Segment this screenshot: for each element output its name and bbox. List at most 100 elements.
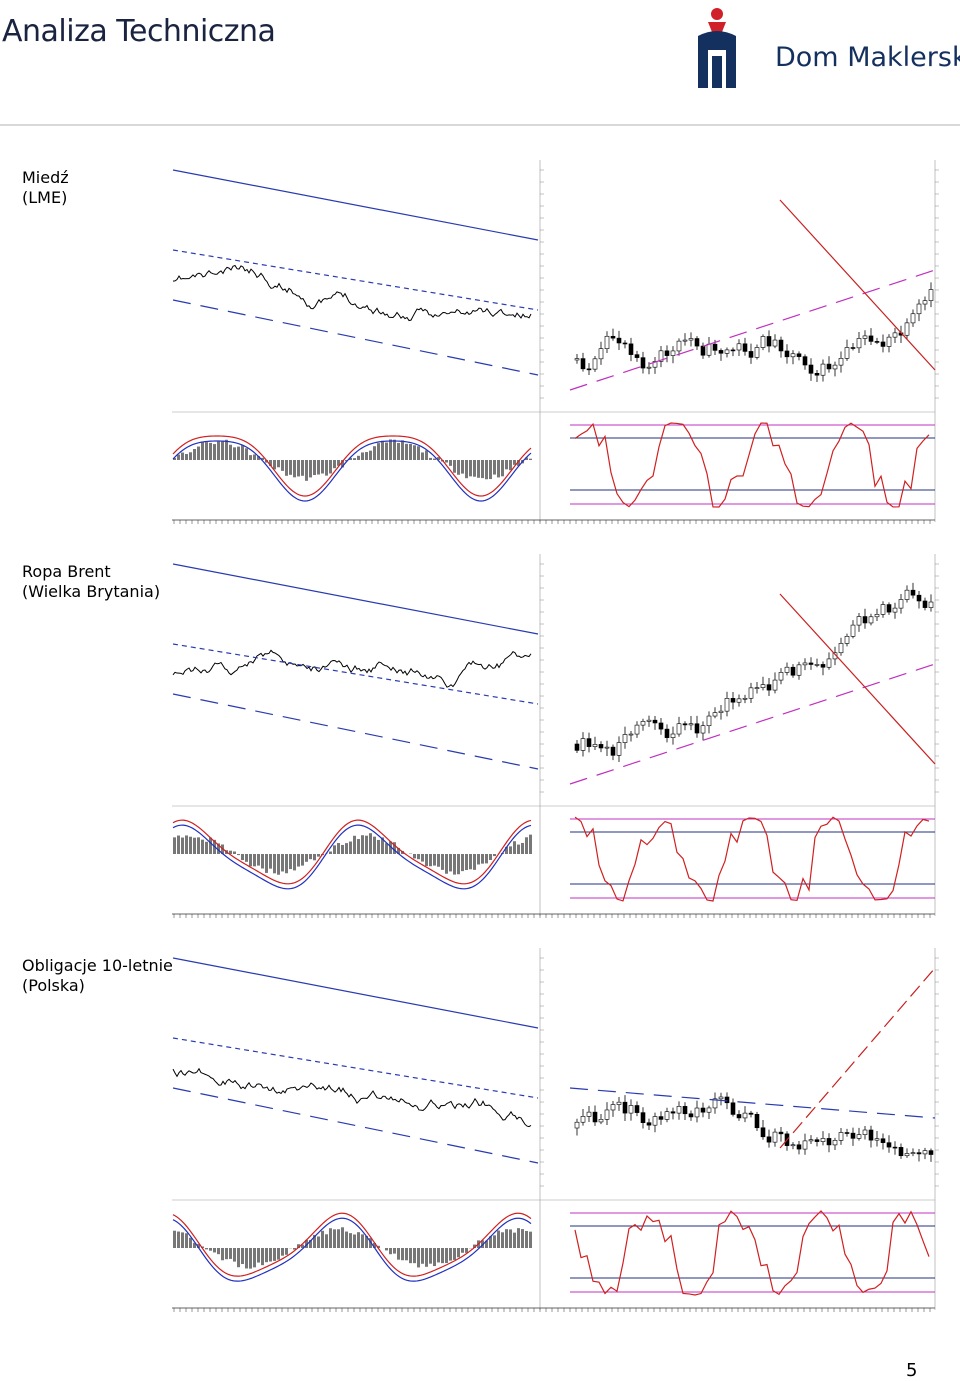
candle-body: [881, 342, 885, 346]
candle-body: [671, 734, 675, 738]
histogram-bar: [485, 854, 488, 863]
candle-body: [767, 336, 771, 346]
histogram-bar: [189, 837, 192, 854]
candle-body: [803, 1141, 807, 1149]
histogram-bar: [337, 843, 340, 854]
histogram-bar: [389, 439, 392, 460]
histogram-bar: [441, 1248, 444, 1263]
candle-body: [689, 339, 693, 341]
histogram-bar: [265, 854, 268, 873]
histogram-bar: [421, 1248, 424, 1264]
histogram-bar: [393, 1248, 396, 1254]
candle-body: [755, 1114, 759, 1127]
histogram-bar: [477, 460, 480, 478]
histogram-bar: [461, 1248, 464, 1253]
histogram-bar: [325, 1234, 328, 1248]
candle-body: [623, 734, 627, 742]
histogram-bar: [473, 460, 476, 477]
histogram-bar: [341, 845, 344, 854]
histogram-bar: [501, 1232, 504, 1248]
candle-body: [683, 1106, 687, 1113]
histogram-bar: [449, 460, 452, 466]
candle-body: [911, 314, 915, 323]
histogram-bar: [517, 1228, 520, 1248]
candle-body: [599, 744, 603, 748]
histogram-bar: [205, 842, 208, 854]
histogram-bar: [405, 1248, 408, 1260]
candle-body: [743, 698, 747, 699]
histogram-bar: [201, 840, 204, 854]
candle-body: [887, 605, 891, 613]
histogram-bar: [417, 854, 420, 859]
histogram-bar: [237, 854, 240, 855]
histogram-bar: [285, 854, 288, 873]
histogram-bar: [525, 837, 528, 854]
histogram-bar: [217, 442, 220, 460]
histogram-bar: [289, 460, 292, 475]
candle-body: [869, 617, 873, 623]
histogram-bar: [229, 445, 232, 460]
histogram-bar: [261, 854, 264, 868]
histogram-bar: [257, 1248, 260, 1263]
histogram-bar: [185, 1233, 188, 1248]
candle-body: [719, 350, 723, 353]
candle-body: [839, 643, 843, 652]
histogram-bar: [277, 854, 280, 875]
candle-body: [581, 739, 585, 751]
histogram-bar: [377, 840, 380, 854]
candle-body: [737, 699, 741, 702]
section-label: Ropa Brent(Wielka Brytania): [22, 562, 160, 602]
candle-body: [833, 365, 837, 369]
histogram-bar: [397, 1248, 400, 1260]
histogram-bar: [249, 455, 252, 460]
histogram-bar: [201, 442, 204, 460]
candle-body: [893, 1147, 897, 1148]
histogram-bar: [453, 1248, 456, 1260]
histogram-bar: [317, 1236, 320, 1248]
candle-body: [851, 625, 855, 636]
candle-body: [881, 1139, 885, 1143]
candle-body: [905, 1153, 909, 1155]
candle-body: [647, 1123, 651, 1125]
candle-body: [749, 351, 753, 357]
candle-body: [743, 1113, 747, 1118]
candle-body: [629, 344, 633, 355]
histogram-bar: [273, 854, 276, 873]
histogram-bar: [445, 1248, 448, 1263]
histogram-bar: [465, 460, 468, 478]
histogram-bar: [361, 835, 364, 854]
histogram-bar: [453, 460, 456, 473]
histogram-bar: [493, 854, 496, 856]
section-name: Obligacje 10-letnie: [22, 956, 173, 976]
histogram-bar: [333, 460, 336, 468]
histogram-bar: [221, 1248, 224, 1260]
histogram-bar: [389, 1248, 392, 1254]
candle-body: [611, 1105, 615, 1110]
stochastic-line: [575, 817, 929, 901]
page-number: 5: [906, 1360, 917, 1381]
candle-body: [875, 341, 879, 342]
chart-image: [170, 554, 942, 926]
candle-body: [653, 1117, 657, 1126]
histogram-bar: [349, 842, 352, 854]
histogram-bar: [313, 460, 316, 475]
histogram-bar: [357, 456, 360, 460]
histogram-bar: [253, 854, 256, 866]
candle-body: [665, 351, 669, 356]
histogram-bar: [177, 1232, 180, 1248]
histogram-bar: [421, 854, 424, 862]
candle-body: [779, 672, 783, 680]
histogram-bar: [429, 854, 432, 866]
candle-body: [839, 1133, 843, 1141]
histogram-bar: [205, 442, 208, 460]
candle-body: [581, 359, 585, 369]
histogram-bar: [205, 1248, 208, 1249]
candle-body: [617, 743, 621, 756]
candle-body: [893, 333, 897, 337]
candle-body: [827, 659, 831, 667]
histogram-bar: [305, 854, 308, 862]
candle-body: [719, 1097, 723, 1099]
histogram-bar: [181, 1232, 184, 1248]
candle-body: [887, 337, 891, 346]
candle-body: [809, 663, 813, 665]
